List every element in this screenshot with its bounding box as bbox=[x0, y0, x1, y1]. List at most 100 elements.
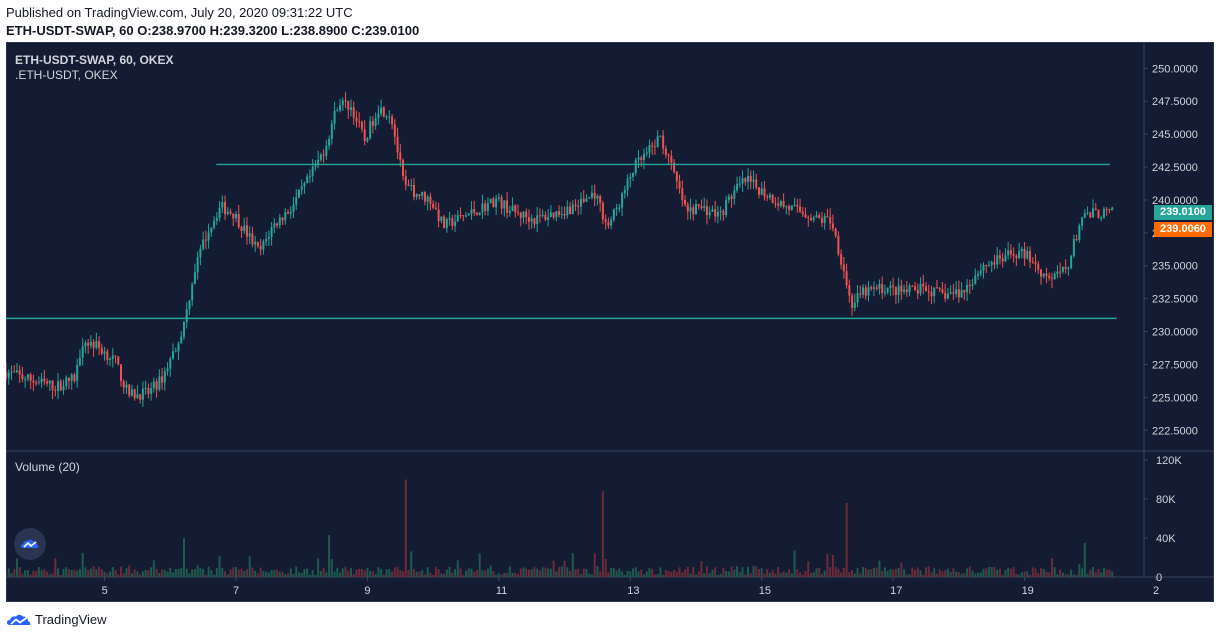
candle-body bbox=[974, 275, 977, 285]
volume-bar bbox=[18, 567, 21, 577]
candle-body bbox=[15, 370, 18, 373]
price-tick-label: 222.5000 bbox=[1152, 425, 1198, 437]
candle-body bbox=[744, 178, 747, 182]
candle-body bbox=[519, 212, 522, 218]
candle-body bbox=[262, 241, 265, 250]
time-tick-label: 17 bbox=[890, 585, 902, 597]
volume-bar bbox=[133, 569, 136, 577]
candle-body bbox=[59, 381, 62, 391]
candle-body bbox=[736, 183, 739, 191]
candle-body bbox=[538, 215, 541, 217]
volume-bar bbox=[276, 569, 279, 577]
volume-bar bbox=[966, 568, 969, 577]
candle-body bbox=[462, 215, 465, 217]
candle-body bbox=[952, 292, 955, 294]
candle-body bbox=[161, 376, 164, 383]
chart-area[interactable]: 250.0000 247.5000 245.0000 242.5000 240.0000… bbox=[6, 42, 1214, 602]
volume-bar bbox=[130, 573, 133, 577]
candle-body bbox=[109, 359, 112, 361]
low-value: 238.8900 bbox=[293, 23, 348, 38]
candle-body bbox=[695, 204, 697, 215]
candle-body bbox=[1111, 207, 1114, 211]
candle-body bbox=[1097, 209, 1100, 218]
volume-bar bbox=[615, 570, 618, 577]
candle-body bbox=[831, 223, 834, 229]
volume-bar bbox=[1094, 572, 1097, 577]
volume-bar bbox=[530, 569, 533, 577]
candle-body bbox=[371, 121, 374, 126]
candle-body bbox=[374, 118, 377, 126]
volume-bar bbox=[796, 569, 799, 577]
volume-bar bbox=[911, 567, 914, 577]
candle-body bbox=[957, 289, 960, 298]
candle-body bbox=[930, 291, 933, 297]
volume-bar bbox=[418, 571, 421, 577]
volume-bar bbox=[1001, 574, 1004, 577]
candle-body bbox=[755, 179, 758, 188]
volume-bar bbox=[136, 571, 139, 577]
candle-body bbox=[344, 100, 347, 102]
tradingview-logo-icon bbox=[7, 614, 31, 625]
candle-body bbox=[645, 152, 648, 154]
volume-bar bbox=[13, 569, 16, 577]
volume-bar bbox=[385, 569, 388, 577]
candle-body bbox=[763, 188, 766, 197]
candle-body bbox=[618, 207, 621, 209]
candle-body bbox=[92, 341, 95, 348]
candle-body bbox=[982, 264, 985, 271]
candle-body bbox=[440, 216, 443, 222]
candle-body bbox=[966, 284, 969, 293]
candle-body bbox=[804, 214, 807, 218]
candle-body bbox=[580, 198, 582, 207]
candle-body bbox=[1105, 208, 1108, 210]
candle-body bbox=[478, 212, 481, 216]
volume-bar bbox=[412, 568, 415, 577]
candle-body bbox=[725, 199, 728, 215]
volume-bar bbox=[262, 571, 265, 577]
volume-bar bbox=[695, 574, 697, 577]
volume-bar bbox=[374, 573, 377, 577]
volume-bar bbox=[120, 566, 122, 577]
volume-bar bbox=[1007, 567, 1010, 577]
candle-body bbox=[429, 196, 432, 204]
volume-bar bbox=[979, 572, 982, 577]
volume-bar bbox=[919, 570, 922, 577]
candle-body bbox=[807, 217, 810, 219]
candle-body bbox=[697, 204, 700, 206]
volume-bar bbox=[295, 566, 298, 577]
volume-bar bbox=[267, 572, 270, 577]
candle-body bbox=[196, 257, 199, 273]
volume-tick-label: 40K bbox=[1156, 533, 1176, 545]
volume-bar bbox=[738, 572, 741, 577]
candle-body bbox=[659, 135, 662, 137]
candle-body bbox=[599, 196, 602, 203]
volume-bar bbox=[968, 566, 971, 577]
volume-bar bbox=[651, 569, 654, 577]
volume-bar bbox=[1083, 542, 1086, 577]
candle-body bbox=[215, 217, 218, 221]
volume-bar bbox=[1031, 567, 1034, 577]
candle-body bbox=[391, 116, 394, 125]
volume-bar bbox=[451, 572, 454, 577]
candle-body bbox=[325, 145, 328, 156]
candle-body bbox=[1009, 250, 1012, 255]
candle-body bbox=[358, 121, 361, 123]
candle-body bbox=[81, 346, 84, 358]
volume-bar bbox=[339, 572, 342, 577]
volume-bar bbox=[445, 569, 448, 577]
candle-body bbox=[1029, 251, 1032, 262]
volume-bar bbox=[771, 570, 774, 577]
volume-bar bbox=[881, 571, 884, 577]
candle-body bbox=[623, 189, 626, 194]
volume-bar bbox=[883, 567, 886, 577]
volume-bar bbox=[155, 568, 158, 577]
volume-bar bbox=[990, 567, 993, 577]
volume-bar bbox=[289, 568, 292, 577]
volume-bar bbox=[218, 556, 221, 577]
tradingview-badge[interactable] bbox=[14, 528, 46, 560]
price-chart-svg[interactable]: 250.0000 247.5000 245.0000 242.5000 240.0000… bbox=[6, 42, 1214, 602]
candle-body bbox=[284, 212, 287, 221]
candle-body bbox=[700, 205, 703, 208]
footer-brand[interactable]: TradingView bbox=[6, 612, 107, 627]
volume-bar bbox=[897, 567, 900, 577]
